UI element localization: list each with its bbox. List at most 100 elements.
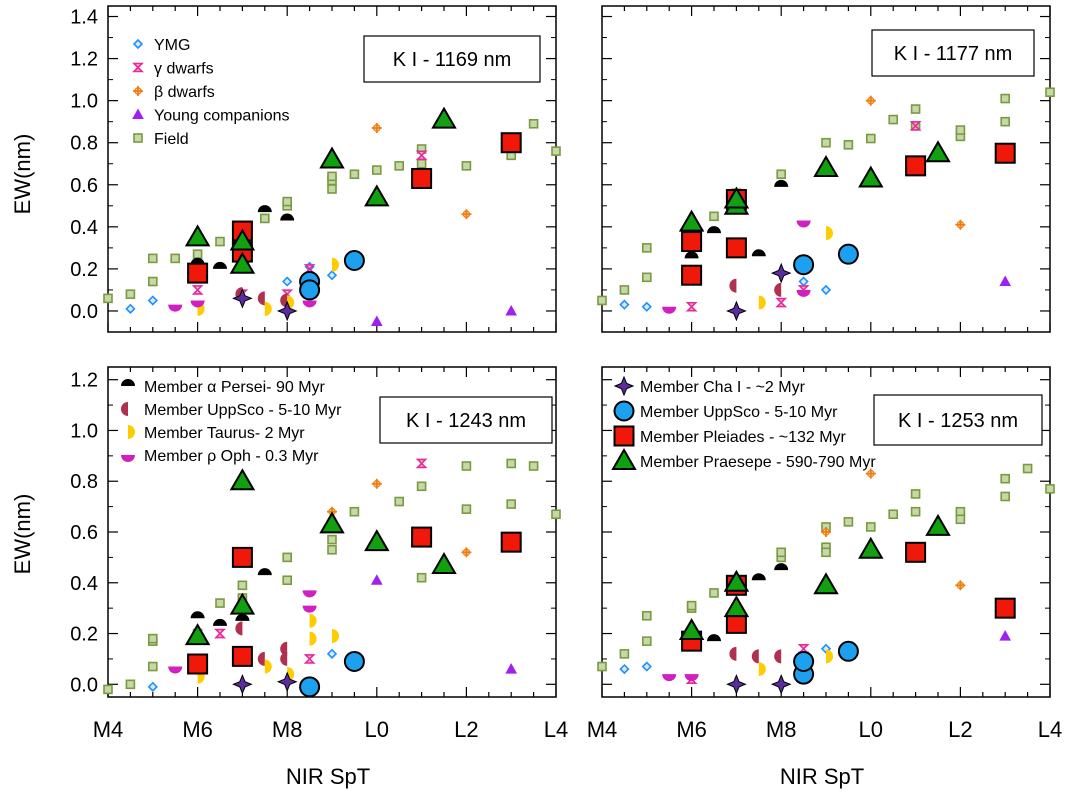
panel-3-series-usco_m — [235, 621, 288, 666]
panel-1-point-chai — [276, 300, 298, 322]
panel-2-point-praesepe — [858, 165, 884, 188]
panel-3-point-praesepe — [364, 529, 390, 552]
panel-2-point-beta — [865, 95, 876, 106]
panel-1-legend-marker-field — [133, 133, 143, 143]
panel-2-point-roph — [662, 306, 677, 314]
panel-2-title-box — [871, 29, 1035, 77]
panel-3-point-roph — [302, 590, 317, 598]
panel-2-point-field — [641, 272, 652, 283]
panel-2-point-field — [843, 140, 854, 150]
panel-2-point-aper — [774, 179, 789, 187]
panel-1-point-roph — [302, 300, 317, 308]
panel-1-point-beta — [371, 122, 382, 133]
panel-4-xtick-label: L2 — [948, 717, 972, 742]
panel-4-point-ymg — [619, 663, 630, 675]
panel-3-point-aper — [235, 613, 250, 621]
panel-1-point-usco — [299, 279, 321, 301]
panel-4-legend-marker-usco — [613, 400, 635, 422]
panel-4-point-aper — [751, 573, 766, 581]
panel-3-point-field — [148, 633, 158, 644]
panel-2-point-gamma — [685, 301, 698, 312]
panel-2-point-pleiades — [905, 155, 927, 177]
panel-3-ytick-label: 0.0 — [70, 674, 98, 696]
panel-4-point-taurus — [826, 649, 834, 664]
panel-4-point-field — [955, 514, 966, 525]
panel-3-point-praesepe — [184, 623, 211, 646]
panel-1-point-praesepe — [319, 146, 345, 169]
panel-2-point-chai — [770, 262, 792, 284]
panel-3-point-field — [416, 572, 427, 583]
panel-3-point-yc — [370, 574, 383, 585]
panel-4-point-roph — [662, 674, 677, 682]
panel-1-point-yc — [370, 315, 383, 326]
panel-1-point-aper — [257, 205, 272, 213]
panel-4-point-field — [776, 547, 787, 558]
panel-2-point-aper — [751, 249, 766, 257]
panel-2-point-field — [910, 104, 921, 114]
panel-3-legend-marker-usco_m — [121, 402, 128, 416]
panel-1-point-field — [349, 169, 360, 180]
panel-4-point-beta — [955, 580, 966, 591]
panel-4-series-taurus — [758, 649, 834, 677]
panel-4-point-taurus — [758, 662, 766, 677]
x-axis-label-right: NIR SpT — [780, 764, 864, 789]
panel-3-point-usco — [299, 676, 321, 698]
panel-1-point-gamma — [415, 150, 428, 161]
panel-4-series-chai — [726, 673, 792, 695]
y-axis-label-bottom-text: EW(nm) — [10, 494, 35, 575]
panel-1-point-field — [327, 184, 337, 194]
panel-1-point-praesepe — [184, 224, 211, 247]
panel-3-point-field — [327, 544, 337, 555]
panel-4: M4 M6 M8 L0 L2 L4 K I - 1253 nm Member Cha I - … — [587, 366, 1062, 742]
panel-4-xtick-label: M4 — [587, 717, 618, 742]
panel-3-point-ymg — [147, 681, 158, 692]
panel-3-point-pleiades — [411, 526, 433, 548]
panel-2-point-pleiades — [994, 142, 1016, 164]
panel-3-point-taurus — [309, 613, 317, 628]
panel-2-point-usco — [793, 254, 815, 276]
panel-3-point-chai — [276, 671, 298, 693]
panel-2-series-roph — [662, 220, 811, 314]
panel-3-point-beta — [461, 547, 472, 558]
panel-4-series-usco — [793, 640, 859, 685]
panel-1-point-roph — [190, 300, 205, 308]
panel-1-legend-label-gamma: γ dwarfs — [154, 61, 214, 78]
panel-3-point-aper — [213, 618, 227, 626]
panel-4-point-praesepe — [723, 595, 750, 618]
y-axis-label-top: EW(nm) — [10, 134, 35, 215]
panel-4-point-praesepe — [723, 569, 750, 592]
panel-3-point-field — [506, 458, 517, 469]
panel-3-point-field — [237, 580, 248, 591]
panel-4-legend-marker-praesepe — [611, 448, 637, 470]
panel-4-point-field — [1000, 491, 1011, 502]
panel-1-legend-label-ymg: YMG — [154, 37, 190, 54]
panel-4-point-pleiades — [994, 597, 1016, 619]
panel-3-series-ymg — [147, 648, 338, 692]
panel-2-point-ymg — [798, 276, 809, 287]
panel-4-series-pleiades — [681, 541, 1016, 652]
panel-4-point-praesepe — [925, 513, 951, 536]
panel-2-series-yc — [999, 275, 1012, 287]
panel-3-point-field — [506, 499, 517, 509]
panel-1-legend-label-beta: β dwarfs — [154, 84, 215, 101]
panel-1-point-usco_m — [280, 293, 288, 308]
panel-1-point-field — [551, 146, 561, 156]
panel-3-legend-label-roph: Member ρ Oph - 0.3 Myr — [144, 448, 319, 465]
panel-4-series-beta — [821, 468, 966, 591]
panel-4-point-field — [910, 489, 921, 499]
panel-3-point-gamma — [303, 654, 316, 664]
panel-3-title-box — [379, 396, 553, 444]
panel-1-legend-marker-gamma — [132, 62, 144, 73]
panel-2-series-aper — [684, 179, 789, 259]
panel-3-xtick-label: M4 — [93, 717, 124, 742]
panel-2-series-praesepe — [678, 140, 951, 232]
panel-3-legend: Member α Persei- 90 Myr Member UppSco - 5… — [121, 379, 342, 465]
panel-3-series-pleiades — [187, 526, 522, 675]
panel-1-point-field — [148, 276, 158, 287]
panel-4-series-usco_m — [729, 646, 782, 664]
panel-4-point-praesepe — [813, 572, 839, 595]
panel-3-point-field — [349, 506, 360, 517]
panel-2-point-gamma — [775, 297, 788, 308]
panel-3-xtick-label: M8 — [272, 717, 303, 742]
